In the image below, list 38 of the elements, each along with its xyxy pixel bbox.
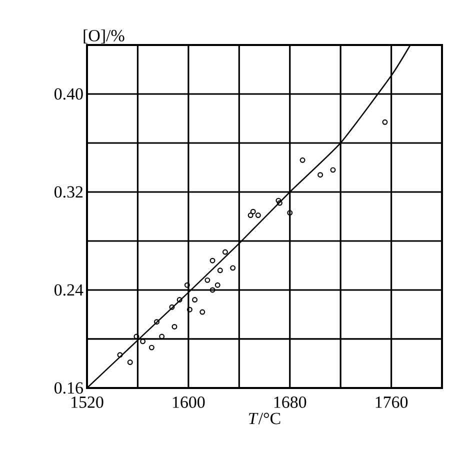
point — [154, 319, 160, 325]
y-tick-label: 0.40 — [54, 88, 83, 100]
point — [204, 277, 210, 283]
point — [127, 360, 133, 366]
point — [255, 212, 261, 218]
point — [318, 172, 324, 178]
x-tick-label: 1760 — [376, 396, 408, 408]
point — [200, 309, 206, 315]
point — [382, 119, 388, 125]
point — [184, 282, 190, 288]
point — [176, 297, 182, 303]
point — [172, 324, 178, 330]
point — [214, 282, 220, 288]
point — [148, 344, 154, 350]
point — [117, 352, 123, 358]
point — [210, 287, 216, 293]
point — [192, 297, 198, 303]
x-tick-label: 1600 — [172, 396, 205, 408]
point — [222, 249, 228, 255]
y-axis-title: [O]/% — [84, 29, 124, 44]
point — [276, 198, 282, 204]
y-tick-label: 0.16 — [54, 382, 83, 394]
x-tick-label: 1520 — [72, 396, 104, 408]
point — [330, 167, 336, 173]
x-tick-label: 1680 — [274, 396, 306, 408]
point — [287, 210, 293, 216]
point — [210, 258, 216, 264]
point — [276, 200, 282, 206]
point — [248, 212, 254, 218]
point — [250, 208, 256, 214]
y-tick-label: 0.24 — [54, 284, 84, 296]
point — [217, 268, 223, 274]
x-axis-title: T/°C — [249, 412, 280, 424]
point — [186, 306, 192, 312]
point — [169, 304, 175, 310]
point — [230, 265, 236, 271]
point — [300, 157, 306, 163]
y-tick-label: 0.32 — [54, 186, 83, 198]
